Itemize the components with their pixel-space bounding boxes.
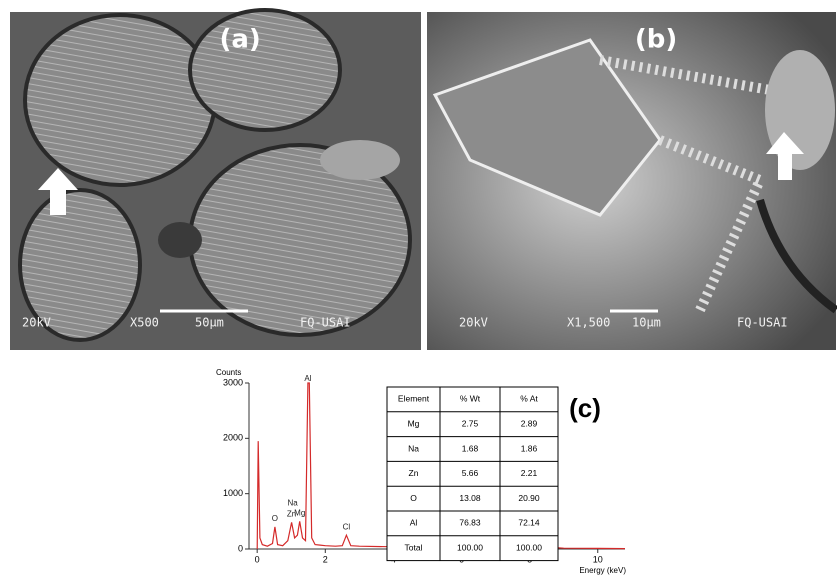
table-cell: 5.66 xyxy=(462,468,479,478)
table-cell: O xyxy=(410,493,417,503)
y-tick-label: 0 xyxy=(238,543,243,553)
table-cell: 2.89 xyxy=(521,418,538,428)
table-cell: 100.00 xyxy=(516,542,542,552)
table-cell: 1.86 xyxy=(521,443,538,453)
table-cell: 72.14 xyxy=(518,518,540,528)
table-header: % At xyxy=(520,394,538,404)
table-cell: 100.00 xyxy=(457,542,483,552)
peak-label: Al xyxy=(304,374,311,383)
sem-info: X500 xyxy=(130,316,159,330)
panel-label: (c) xyxy=(569,393,601,423)
sem-info: 10μm xyxy=(632,316,661,330)
figure: (a) 20kV X500 50μm FQ-USAI (b) 20kV X1,500 10μm F… xyxy=(0,0,837,575)
table-header: % Wt xyxy=(460,394,481,404)
table-cell: Mg xyxy=(408,418,420,428)
table-cell: Al xyxy=(410,518,418,528)
sem-info: 20kV xyxy=(22,316,51,330)
peak-label: O xyxy=(272,514,278,523)
table-cell: Zn xyxy=(409,468,419,478)
table-cell: 2.21 xyxy=(521,468,538,478)
table-cell: 2.75 xyxy=(462,418,479,428)
sem-info: FQ-USAI xyxy=(737,316,788,330)
x-axis-label: Energy (keV) xyxy=(579,566,626,575)
y-tick-label: 3000 xyxy=(223,377,243,387)
table-header: Element xyxy=(398,394,430,404)
sem-image-a xyxy=(10,10,421,350)
x-tick-label: 10 xyxy=(593,554,603,564)
figure-canvas: (a) 20kV X500 50μm FQ-USAI (b) 20kV X1,500 10μm F… xyxy=(0,0,837,575)
y-tick-label: 2000 xyxy=(223,433,243,443)
peak-label: Cl xyxy=(343,522,351,531)
panel-label: (a) xyxy=(220,25,261,55)
table-cell: Total xyxy=(405,542,423,552)
table-cell: 76.83 xyxy=(459,518,481,528)
table-cell: 20.90 xyxy=(518,493,540,503)
sem-info: X1,500 xyxy=(567,316,610,330)
y-tick-label: 1000 xyxy=(223,488,243,498)
sem-info: 20kV xyxy=(459,316,488,330)
x-tick-label: 2 xyxy=(323,554,328,564)
panel-label: (b) xyxy=(635,25,677,55)
peak-label: Mg xyxy=(294,508,305,517)
table-cell: 13.08 xyxy=(459,493,481,503)
sem-info: 50μm xyxy=(195,316,224,330)
table-cell: 1.68 xyxy=(462,443,479,453)
x-tick-label: 0 xyxy=(255,554,260,564)
table-cell: Na xyxy=(408,443,419,453)
sem-image-b xyxy=(427,12,836,350)
peak-label: Na xyxy=(287,499,298,508)
sem-info: FQ-USAI xyxy=(300,316,351,330)
y-axis-label: Counts xyxy=(216,368,241,377)
